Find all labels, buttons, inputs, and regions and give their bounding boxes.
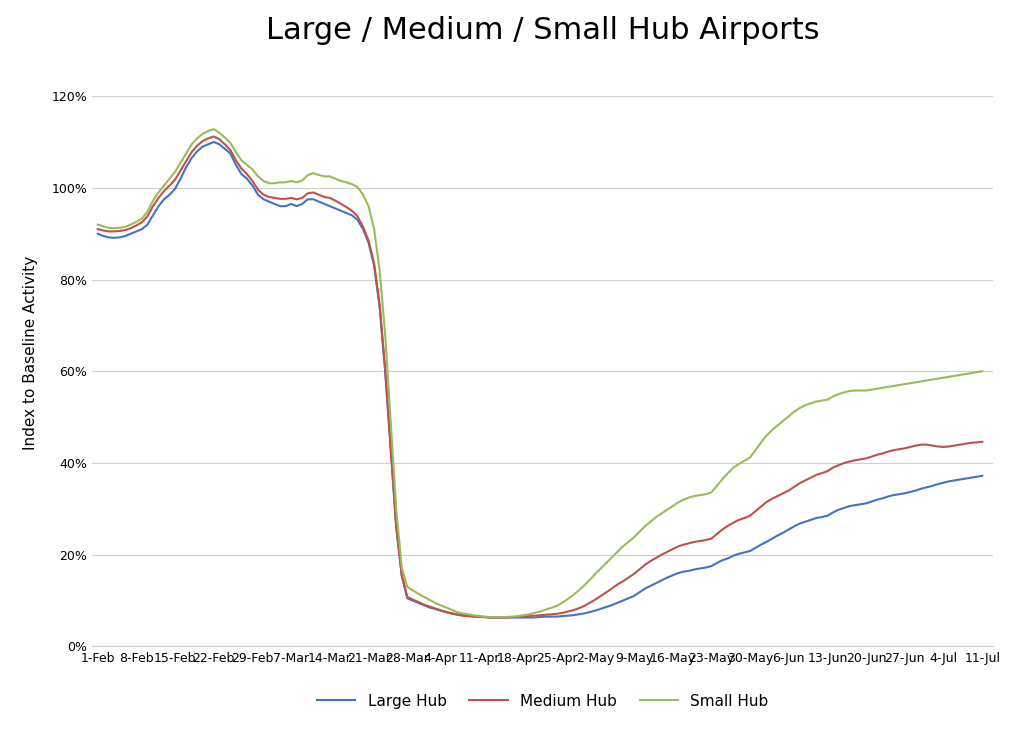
Small Hub (340, 178, 352, 186)
Small Hub (882, 383, 894, 392)
Large Hub (838, 504, 850, 513)
Large Hub (943, 477, 955, 486)
Line: Medium Hub: Medium Hub (97, 137, 982, 617)
Medium Hub (976, 438, 988, 447)
Medium Hub (91, 224, 103, 233)
Large Hub (91, 230, 103, 239)
Large Hub (423, 603, 435, 612)
Small Hub (976, 367, 988, 376)
Small Hub (208, 125, 220, 134)
Medium Hub (484, 613, 497, 622)
Large Hub (976, 471, 988, 480)
Small Hub (484, 612, 497, 621)
Large Hub (340, 209, 352, 218)
Line: Large Hub: Large Hub (97, 142, 982, 617)
Large Hub (390, 523, 402, 532)
Medium Hub (882, 447, 894, 456)
Y-axis label: Index to Baseline Activity: Index to Baseline Activity (23, 256, 38, 450)
Medium Hub (943, 442, 955, 451)
Small Hub (390, 504, 402, 513)
Legend: Large Hub, Medium Hub, Small Hub: Large Hub, Medium Hub, Small Hub (311, 688, 774, 715)
Line: Small Hub: Small Hub (97, 129, 982, 617)
Title: Large / Medium / Small Hub Airports: Large / Medium / Small Hub Airports (266, 16, 819, 45)
Medium Hub (838, 458, 850, 467)
Small Hub (838, 388, 850, 397)
Medium Hub (208, 132, 220, 141)
Large Hub (208, 137, 220, 146)
Small Hub (91, 220, 103, 229)
Medium Hub (340, 203, 352, 212)
Large Hub (882, 492, 894, 501)
Small Hub (423, 595, 435, 604)
Large Hub (484, 613, 497, 622)
Medium Hub (390, 522, 402, 531)
Small Hub (943, 372, 955, 381)
Medium Hub (423, 602, 435, 611)
